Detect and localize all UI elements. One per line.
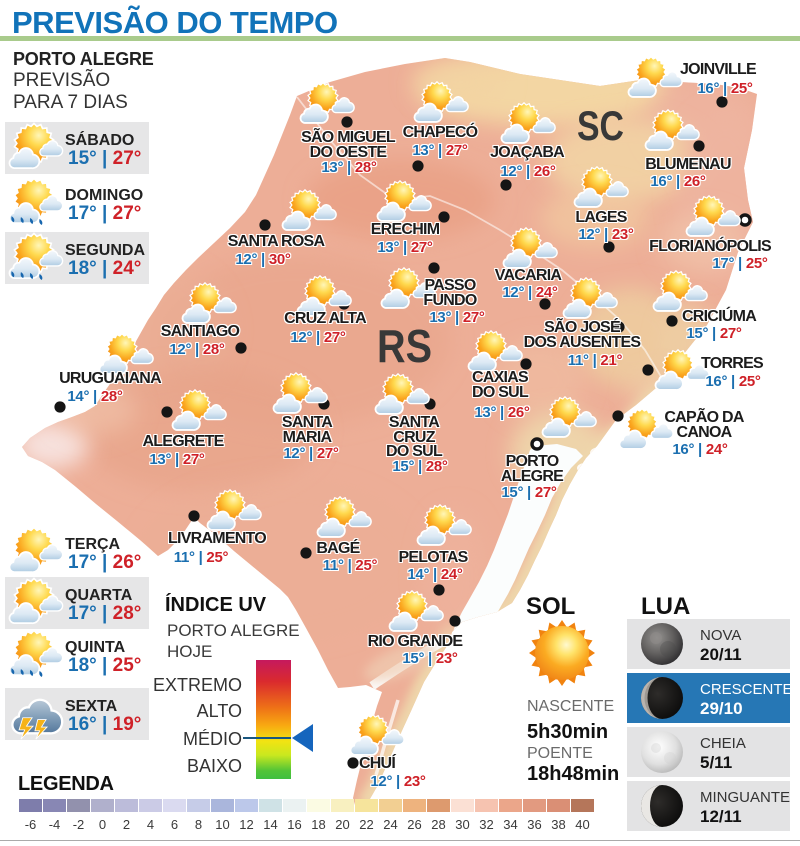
svg-text:RS: RS (377, 320, 432, 372)
svg-text:SC: SC (577, 102, 624, 149)
